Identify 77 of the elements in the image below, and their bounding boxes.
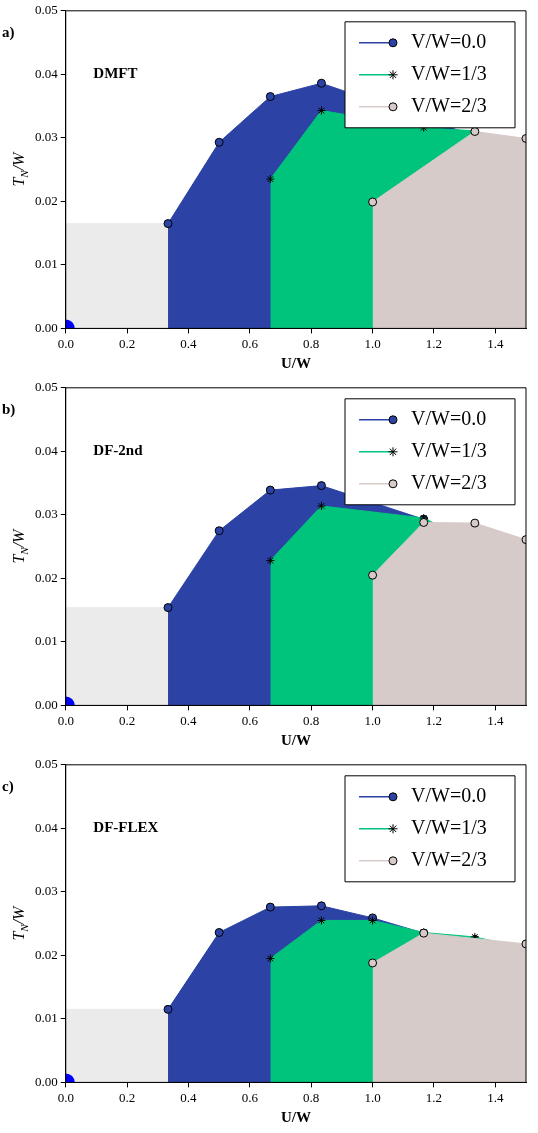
y-axis-title: TN/W bbox=[10, 150, 30, 187]
text: c) bbox=[2, 777, 14, 795]
x-tick-label: 0.4 bbox=[180, 1089, 198, 1105]
x-tick-label: 1.2 bbox=[425, 335, 443, 351]
x-tick-label: 1.4 bbox=[487, 335, 504, 351]
x-tick-label: 1.0 bbox=[364, 712, 381, 728]
text: b) bbox=[2, 400, 16, 418]
y-tick-label: 0.04 bbox=[35, 65, 59, 81]
x-tick-label: 0.4 bbox=[180, 335, 198, 351]
x-axis-title: U/W bbox=[280, 731, 311, 748]
x-tick-label: 0.0 bbox=[57, 1089, 74, 1105]
point bbox=[265, 902, 275, 912]
x-tick-label: 0.2 bbox=[118, 335, 136, 351]
y-tick-label: 0.04 bbox=[35, 819, 59, 835]
legend-label: V/W=0.0 bbox=[411, 784, 487, 807]
y-tick-label: 0.00 bbox=[35, 1073, 58, 1089]
y-tick-label: 0.03 bbox=[35, 506, 58, 522]
y-tick-label: 0.05 bbox=[35, 756, 58, 772]
x-tick-label: 1.2 bbox=[425, 1089, 443, 1105]
point bbox=[316, 78, 326, 88]
annotation: DF-FLEX bbox=[93, 819, 159, 836]
x-tick-label: 0.0 bbox=[57, 712, 74, 728]
x-tick-label: 0.2 bbox=[118, 1089, 136, 1105]
point bbox=[163, 603, 173, 613]
point bbox=[316, 481, 326, 491]
legend-label: V/W=0.0 bbox=[411, 407, 487, 430]
y-tick-label: 0.00 bbox=[35, 696, 58, 712]
y-tick-label: 0.02 bbox=[35, 946, 58, 962]
x-tick-label: 0.2 bbox=[118, 712, 136, 728]
x-tick-label: 0.8 bbox=[303, 1089, 320, 1105]
x-axis-title: U/W bbox=[280, 1108, 311, 1125]
point bbox=[214, 526, 224, 536]
legend-label: V/W=2/3 bbox=[411, 471, 487, 494]
x-tick-label: 0.6 bbox=[241, 712, 259, 728]
point bbox=[214, 927, 224, 937]
legend-label: V/W=1/3 bbox=[411, 439, 487, 462]
point bbox=[214, 137, 224, 147]
point bbox=[163, 1004, 173, 1014]
y-tick-label: 0.02 bbox=[35, 569, 58, 585]
x-tick-label: 0.8 bbox=[303, 335, 320, 351]
point bbox=[470, 518, 480, 528]
y-axis-title: TN/W bbox=[10, 904, 30, 941]
annotation: DMFT bbox=[93, 65, 138, 82]
legend-label: V/W=0.0 bbox=[411, 30, 487, 53]
y-tick-label: 0.05 bbox=[35, 379, 58, 395]
y-tick-label: 0.00 bbox=[35, 319, 58, 335]
y-tick-label: 0.02 bbox=[35, 192, 58, 208]
point bbox=[265, 485, 275, 495]
x-tick-label: 0.4 bbox=[180, 712, 198, 728]
x-tick-label: 1.4 bbox=[487, 712, 504, 728]
point bbox=[316, 901, 326, 911]
y-tick-label: 0.04 bbox=[35, 442, 59, 458]
y-tick-label: 0.03 bbox=[35, 129, 58, 145]
legend-label: V/W=2/3 bbox=[411, 94, 487, 117]
y-tick-label: 0.01 bbox=[35, 633, 58, 649]
y-tick-label: 0.01 bbox=[35, 1010, 58, 1026]
legend-label: V/W=1/3 bbox=[411, 62, 487, 85]
x-tick-label: 1.0 bbox=[364, 1089, 381, 1105]
x-tick-label: 0.6 bbox=[241, 1089, 259, 1105]
y-tick-label: 0.01 bbox=[35, 256, 58, 272]
point bbox=[368, 570, 378, 580]
point bbox=[265, 92, 275, 102]
y-axis-title: TN/W bbox=[10, 527, 30, 564]
text: a) bbox=[2, 23, 15, 41]
y-tick-label: 0.03 bbox=[35, 883, 58, 899]
x-tick-label: 0.0 bbox=[57, 335, 74, 351]
x-axis-title: U/W bbox=[280, 354, 311, 371]
annotation: DF-2nd bbox=[93, 442, 144, 459]
y-tick-label: 0.05 bbox=[35, 2, 58, 18]
x-tick-label: 1.4 bbox=[487, 1089, 504, 1105]
point bbox=[163, 219, 173, 229]
legend-label: V/W=2/3 bbox=[411, 848, 487, 871]
x-tick-label: 1.2 bbox=[425, 712, 443, 728]
x-tick-label: 1.0 bbox=[364, 335, 381, 351]
legend-label: V/W=1/3 bbox=[411, 816, 487, 839]
x-tick-label: 0.8 bbox=[303, 712, 320, 728]
x-tick-label: 0.6 bbox=[241, 335, 259, 351]
